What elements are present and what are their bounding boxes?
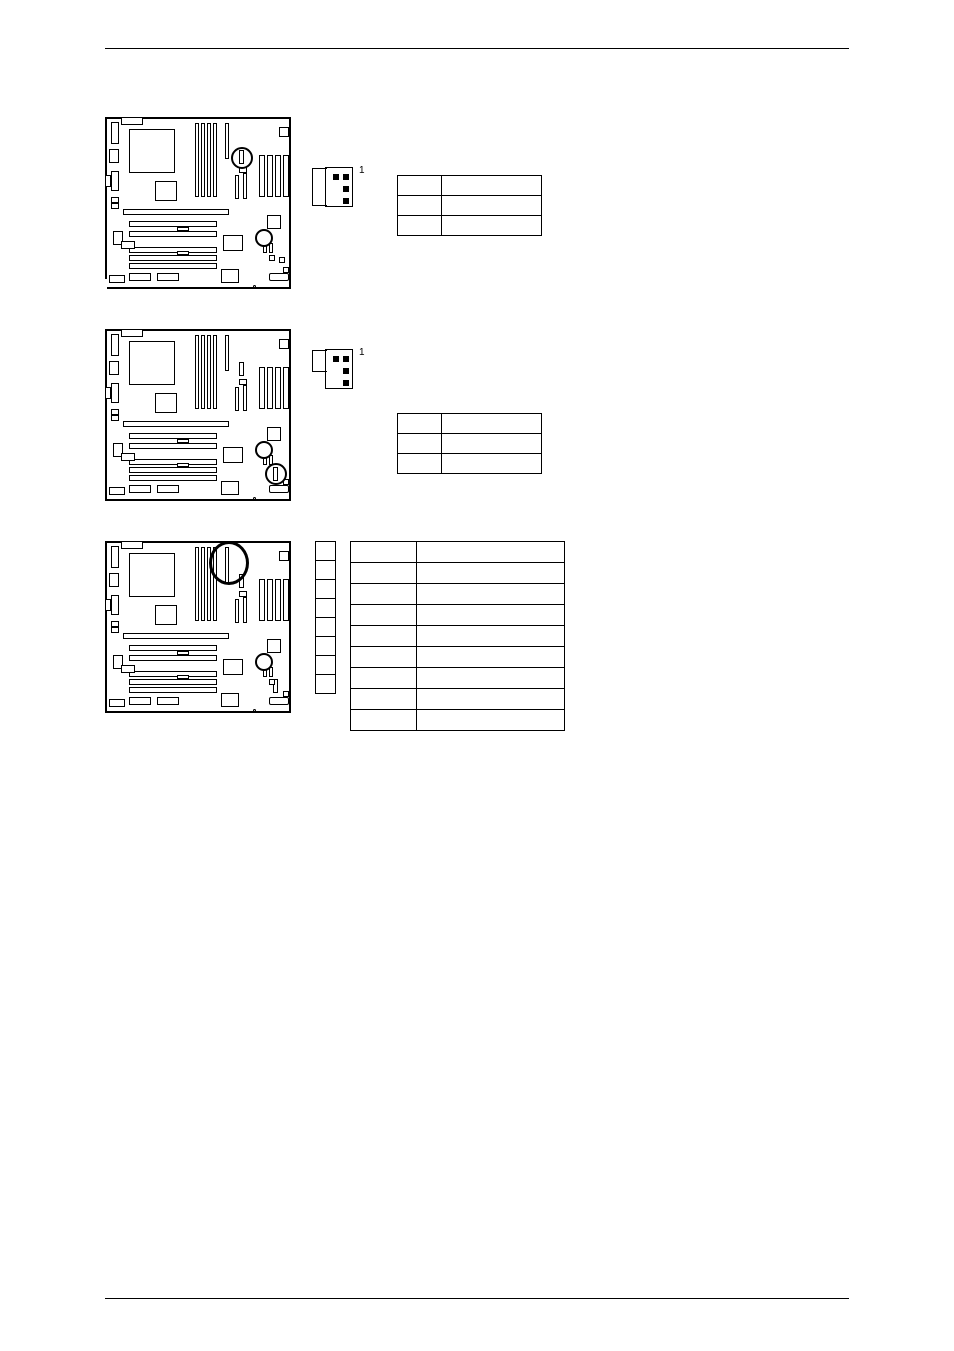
table-row bbox=[398, 176, 542, 196]
motherboard-diagram-1 bbox=[105, 117, 291, 289]
table-row bbox=[351, 542, 565, 563]
table-row bbox=[351, 626, 565, 647]
table-row bbox=[351, 605, 565, 626]
pwr-fan-right-column: 1 bbox=[315, 117, 849, 236]
table-row bbox=[351, 563, 565, 584]
pin-cell bbox=[316, 561, 336, 580]
pin-cell bbox=[316, 580, 336, 599]
pin-cell bbox=[316, 656, 336, 675]
table-row bbox=[398, 434, 542, 454]
table-row bbox=[398, 414, 542, 434]
pin-shape bbox=[325, 349, 353, 389]
atx-pin-column bbox=[315, 541, 336, 694]
pin1-label: 1 bbox=[359, 165, 365, 176]
pwr-fan-table bbox=[397, 175, 542, 236]
pin-cell bbox=[316, 675, 336, 694]
sys-fan-right-column: 1 bbox=[315, 329, 849, 474]
pin-cell bbox=[316, 637, 336, 656]
table-row bbox=[351, 668, 565, 689]
atx-table bbox=[350, 541, 565, 731]
table-row bbox=[398, 454, 542, 474]
pin-cell bbox=[316, 618, 336, 637]
section-atx bbox=[105, 541, 849, 731]
pin-shape bbox=[325, 167, 353, 207]
sys-fan-table bbox=[397, 413, 542, 474]
table-row bbox=[351, 689, 565, 710]
pin-cell bbox=[316, 542, 336, 561]
pwr-fan-pin-header: 1 bbox=[315, 167, 353, 207]
table-row bbox=[351, 584, 565, 605]
section-sys-fan: 1 bbox=[105, 329, 849, 501]
section-pwr-fan: 1 bbox=[105, 117, 849, 289]
atx-right-column bbox=[315, 541, 849, 731]
table-row bbox=[398, 216, 542, 236]
table-row bbox=[351, 710, 565, 731]
pin1-label: 1 bbox=[359, 347, 365, 358]
table-row bbox=[351, 647, 565, 668]
motherboard-diagram-2 bbox=[105, 329, 291, 501]
sys-fan-pin-header: 1 bbox=[315, 349, 353, 389]
highlight-ellipse bbox=[209, 541, 249, 585]
table-row bbox=[398, 196, 542, 216]
bottom-divider bbox=[105, 1298, 849, 1299]
top-divider bbox=[105, 48, 849, 49]
pin-cell bbox=[316, 599, 336, 618]
motherboard-diagram-3 bbox=[105, 541, 291, 713]
page: 1 bbox=[0, 0, 954, 1351]
